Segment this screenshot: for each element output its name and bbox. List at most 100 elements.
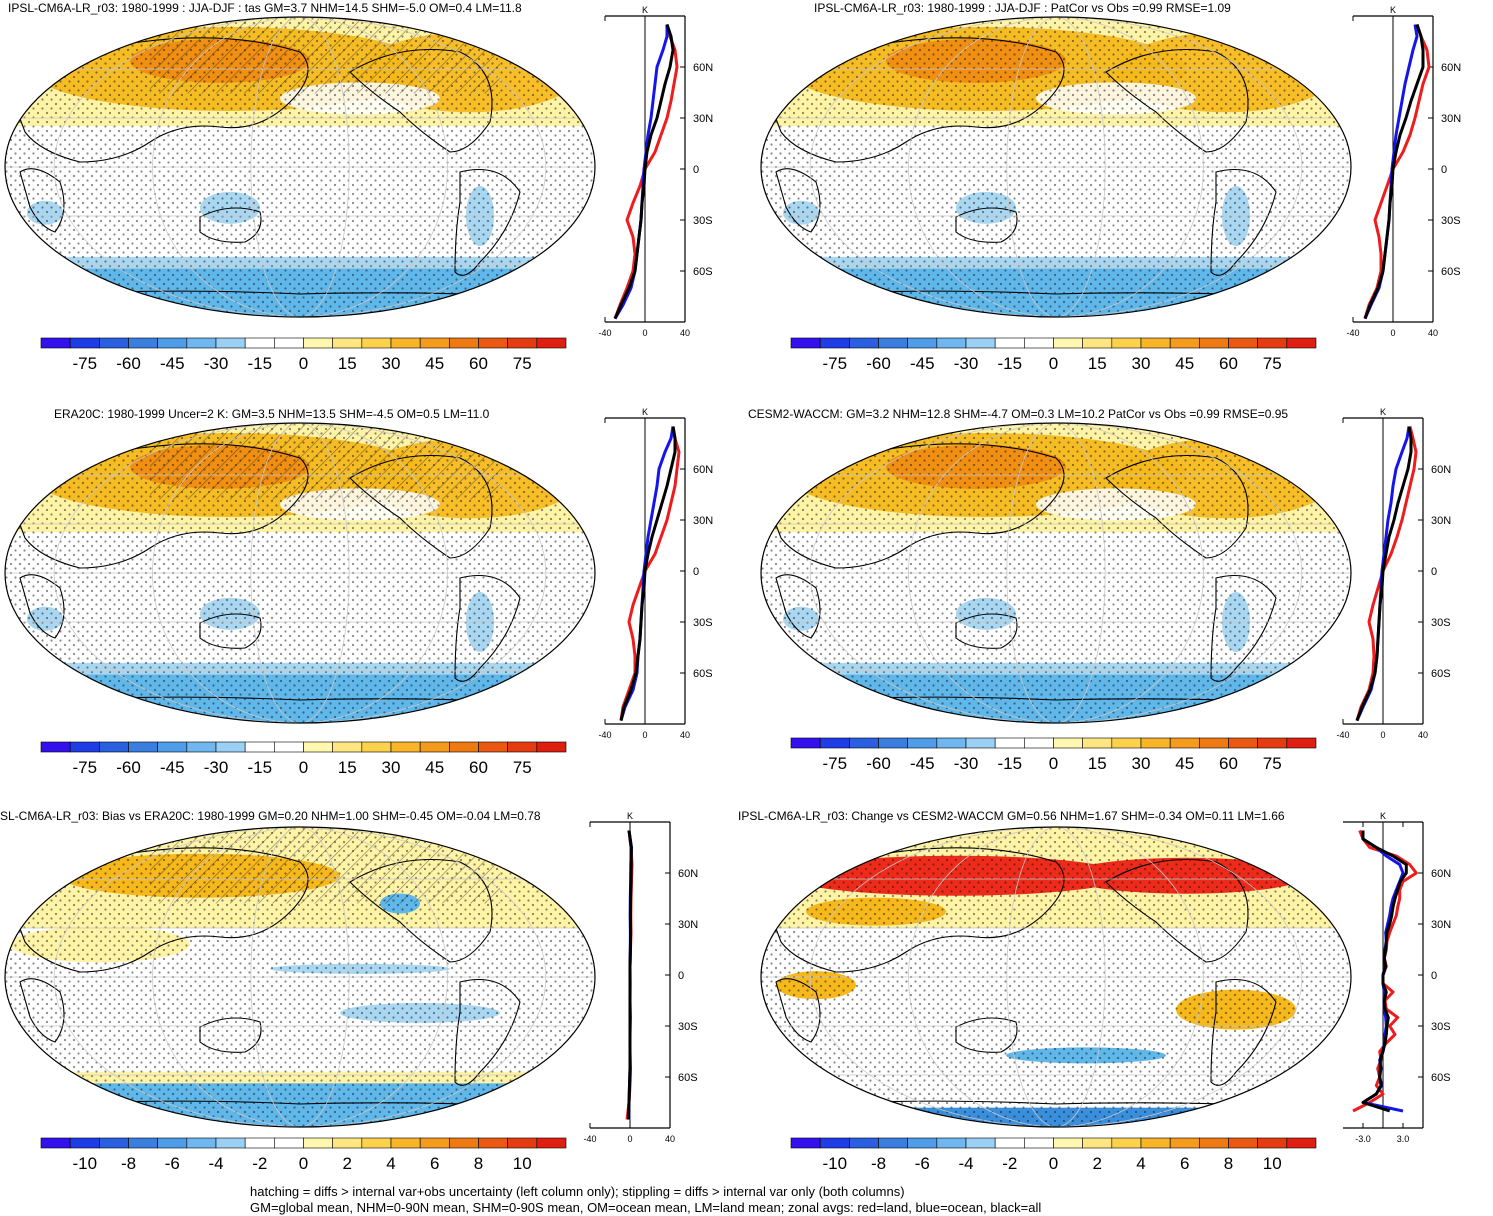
colorbar-swatch	[1053, 337, 1083, 349]
colorbar-swatch	[157, 1137, 188, 1149]
colorbar-swatch	[1228, 1137, 1258, 1149]
colorbar-label: -30	[204, 758, 229, 777]
colorbar-label: 30	[1132, 754, 1151, 773]
world-map	[4, 826, 596, 1128]
lat-tick-label: 30S	[678, 1021, 698, 1033]
colorbar-label: 60	[469, 354, 488, 373]
colorbar-label: 4	[386, 1154, 395, 1173]
lat-tick-label: 30N	[1431, 515, 1451, 527]
world-map	[760, 16, 1352, 318]
colorbar-swatch	[361, 337, 392, 349]
colorbar-label: -30	[204, 354, 229, 373]
colorbar-label: -6	[915, 1154, 930, 1173]
colorbar-swatch	[244, 1137, 275, 1149]
lat-tick-label: 60N	[1431, 868, 1451, 880]
colorbar-swatch	[1024, 737, 1054, 749]
profile-unit: K	[642, 407, 648, 417]
colorbar-label: 45	[1175, 354, 1194, 373]
zonal-mean-profile: K 60N 30N 0 30S 60S -3.0 3.0	[1343, 811, 1451, 1144]
x-tick-label: 40	[680, 730, 690, 740]
lat-tick-label: 0	[693, 566, 699, 578]
panel-change-vs-cesm2: IPSL-CM6A-LR_r03: Change vs CESM2-WACCM …	[738, 804, 1493, 1184]
colorbar-label: 0	[299, 1154, 308, 1173]
panel-bias-vs-era20c: SL-CM6A-LR_r03: Bias vs ERA20C: 1980-199…	[0, 804, 745, 1184]
colorbar-swatch	[1286, 1137, 1317, 1149]
map-field	[761, 423, 1351, 723]
map-field	[5, 17, 595, 317]
colorbar-swatch	[1111, 1137, 1142, 1149]
colorbar-label: 30	[382, 758, 401, 777]
zonal-mean-profile: K 60N 30N 0 30S 60S -40 0 40	[583, 811, 698, 1144]
lat-tick-label: 60S	[1441, 266, 1461, 278]
lat-tick-label: 60N	[1431, 464, 1451, 476]
colorbar-label: 4	[1136, 1154, 1145, 1173]
lat-tick-label: 30N	[1431, 919, 1451, 931]
colorbar-label: -45	[910, 354, 935, 373]
colorbar-swatch	[790, 337, 821, 349]
map-border	[760, 16, 1352, 318]
colorbar-swatch	[215, 1137, 246, 1149]
colorbar-swatch	[1140, 1137, 1171, 1149]
colorbar-label: -60	[116, 354, 141, 373]
world-map	[4, 16, 596, 318]
colorbar-swatch	[99, 337, 129, 349]
lat-tick-label: 0	[693, 164, 699, 176]
colorbar-label: 10	[513, 1154, 532, 1173]
stippling	[761, 423, 1351, 723]
colorbar-label: -8	[121, 1154, 136, 1173]
colorbar-label: -10	[72, 1154, 97, 1173]
x-tick-label: 40	[1428, 328, 1438, 338]
colorbar-swatch	[99, 1137, 129, 1149]
zonal-mean-profile: K 60N 30N 0 30S 60S -40 0 40	[1336, 407, 1451, 740]
panel-title: IPSL-CM6A-LR_r03: Change vs CESM2-WACCM …	[738, 809, 1285, 823]
colorbar-label: 2	[343, 1154, 352, 1173]
colorbar-label: -75	[72, 354, 97, 373]
colorbar-swatch	[849, 737, 879, 749]
colorbar-label: -75	[72, 758, 97, 777]
colorbar-swatch	[244, 337, 275, 349]
colorbar-swatch	[878, 337, 908, 349]
colorbar-swatch	[1082, 737, 1113, 749]
map-border	[4, 826, 596, 1128]
lat-tick-label: 0	[1441, 164, 1447, 176]
colorbar-swatch	[186, 337, 217, 349]
colorbar-swatch	[1199, 1137, 1229, 1149]
colorbar-swatch	[1257, 737, 1288, 749]
world-map	[760, 826, 1352, 1128]
colorbar: -10 -8 -6 -4 -2 0 2 4 6 8 10	[790, 1137, 1317, 1173]
colorbar-swatch	[507, 741, 538, 753]
x-tick-label: -40	[583, 1134, 596, 1144]
zonal-mean-profile: K 60N 30N 0 30S 60S -40 0 40	[1346, 5, 1461, 338]
lat-tick-label: 0	[678, 970, 684, 982]
colorbar-swatch	[1199, 737, 1229, 749]
colorbar-swatch	[965, 337, 996, 349]
footer-note-hatching: hatching = diffs > internal var+obs unce…	[250, 1184, 905, 1199]
lat-tick-label: 30S	[1441, 215, 1461, 227]
lat-tick-label: 30N	[693, 113, 713, 125]
lat-tick-label: 30N	[693, 515, 713, 527]
colorbar-label: 45	[425, 758, 444, 777]
colorbar-swatch	[965, 737, 996, 749]
colorbar-swatch	[478, 337, 508, 349]
colorbar-label: 6	[430, 1154, 439, 1173]
colorbar-label: 0	[1049, 354, 1058, 373]
colorbar-swatch	[128, 1137, 158, 1149]
colorbar-label: -15	[247, 758, 272, 777]
lat-tick-label: 60S	[693, 668, 713, 680]
colorbar-label: -75	[822, 754, 847, 773]
colorbar-label: -45	[910, 754, 935, 773]
x-tick-label: 0	[642, 328, 647, 338]
panel-title: IPSL-CM6A-LR_r03: 1980-1999 : JJA-DJF : …	[8, 1, 522, 15]
colorbar-swatch	[1257, 337, 1288, 349]
hatching	[150, 827, 500, 904]
colorbar-swatch	[303, 1137, 333, 1149]
colorbar-label: -45	[160, 758, 185, 777]
colorbar-label: 75	[513, 758, 532, 777]
colorbar-swatch	[507, 337, 538, 349]
graticule	[5, 423, 595, 723]
colorbar-swatch	[419, 1137, 450, 1149]
x-tick-label: -40	[598, 328, 611, 338]
colorbar-swatch	[965, 1137, 996, 1149]
graticule	[5, 17, 595, 317]
colorbar-swatch	[1257, 1137, 1288, 1149]
